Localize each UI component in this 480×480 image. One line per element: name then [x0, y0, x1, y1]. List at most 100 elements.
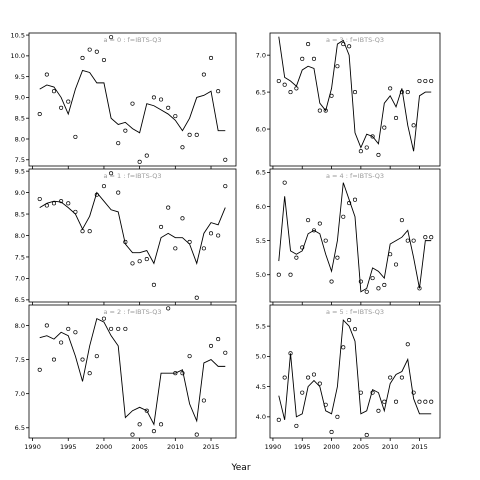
x-tick-label: 2000 — [323, 443, 340, 451]
fitted-line — [278, 182, 432, 293]
observed-point — [44, 203, 49, 208]
fitted-line — [278, 36, 432, 152]
observed-point — [73, 330, 78, 335]
observed-point — [187, 239, 192, 244]
panel-label: a = 5 : f=IBTS-Q3 — [326, 308, 384, 316]
observed-point — [116, 141, 121, 146]
y-tick-label: 6.5 — [256, 88, 266, 96]
observed-point — [123, 239, 128, 244]
panel-label: a = 2 : f=IBTS-Q3 — [103, 308, 161, 316]
observed-point — [329, 429, 334, 435]
observed-point — [151, 282, 156, 287]
observed-point — [208, 231, 214, 236]
observed-point — [370, 390, 375, 395]
observed-point — [116, 326, 121, 331]
y-tick-label: 9.5 — [15, 73, 25, 81]
observed-point — [80, 229, 85, 234]
observed-point — [388, 252, 393, 257]
observed-point — [59, 199, 64, 204]
observed-point — [393, 115, 399, 121]
observed-point — [347, 201, 352, 206]
observed-point — [59, 105, 64, 110]
y-tick-label: 5.0 — [256, 353, 266, 361]
observed-point — [323, 402, 328, 407]
observed-point — [216, 233, 221, 238]
panel-frame — [269, 32, 441, 167]
observed-point — [44, 72, 49, 77]
observed-point — [358, 279, 363, 284]
observed-point — [80, 55, 85, 60]
observed-point — [276, 78, 281, 84]
observed-point — [194, 432, 199, 437]
y-tick-label: 5.5 — [256, 237, 266, 245]
observed-point — [341, 42, 346, 47]
observed-point — [370, 134, 375, 139]
observed-point — [173, 114, 178, 119]
observed-point — [347, 318, 352, 323]
observed-point — [335, 255, 340, 260]
panel-2: a = 1 : f=IBTS-Q3 6.5 7.0 7.5 8.0 8.5 9.0 9.5 — [15, 167, 237, 305]
y-tick-label: 10.5 — [11, 31, 25, 39]
observed-point — [311, 56, 317, 61]
observed-point — [201, 246, 206, 251]
observed-point — [376, 408, 381, 413]
x-tick-label: 2015 — [203, 443, 220, 451]
observed-point — [388, 86, 393, 91]
fitted-line — [278, 319, 432, 420]
observed-point — [294, 86, 299, 91]
x-tick-label: 2005 — [353, 443, 370, 451]
observed-point — [201, 398, 206, 403]
observed-point — [144, 153, 149, 158]
observed-point — [300, 56, 305, 61]
x-tick-label: 2015 — [411, 443, 428, 451]
observed-point — [341, 345, 346, 350]
observed-point — [216, 337, 221, 342]
observed-point — [87, 229, 92, 234]
observed-point — [151, 95, 156, 100]
x-tick-label: 1990 — [265, 443, 282, 451]
observed-point — [87, 371, 92, 376]
observed-point — [282, 375, 287, 380]
observed-point — [417, 399, 422, 404]
observed-point — [399, 375, 404, 380]
observed-point — [335, 64, 340, 69]
observed-point — [51, 357, 57, 362]
observed-point — [317, 108, 322, 113]
observed-point — [317, 221, 322, 226]
panel-label: a = 1 : f=IBTS-Q3 — [103, 172, 161, 180]
x-tick-label: 1995 — [60, 443, 77, 451]
y-tick-label: 7.5 — [15, 356, 25, 364]
observed-point — [201, 72, 206, 77]
observed-point — [294, 423, 299, 428]
observed-point — [364, 432, 369, 438]
observed-point — [317, 381, 322, 386]
observed-point — [429, 78, 434, 84]
panel-frame — [28, 32, 237, 167]
observed-point — [288, 272, 293, 277]
observed-point — [429, 399, 434, 404]
y-tick-label: 7.0 — [15, 275, 25, 283]
observed-point — [311, 372, 317, 377]
observed-point — [73, 209, 78, 214]
observed-point — [223, 350, 228, 355]
observed-point — [187, 132, 192, 137]
observed-point — [306, 218, 311, 223]
observed-point — [282, 180, 287, 185]
observed-point — [151, 429, 156, 434]
y-tick-label: 6.5 — [256, 169, 266, 177]
observed-point — [144, 257, 149, 262]
observed-point — [166, 205, 171, 210]
observed-point — [300, 245, 305, 250]
observed-point — [116, 190, 121, 195]
observed-point — [166, 306, 171, 311]
observed-point — [347, 44, 352, 49]
observed-point — [180, 145, 185, 150]
observed-point — [423, 235, 428, 240]
observed-point — [216, 89, 221, 94]
observed-point — [411, 123, 416, 128]
observed-point — [173, 371, 178, 376]
observed-point — [393, 399, 399, 404]
observed-point — [411, 390, 416, 395]
y-tick-label: 5.5 — [256, 322, 266, 330]
observed-point — [306, 42, 311, 47]
